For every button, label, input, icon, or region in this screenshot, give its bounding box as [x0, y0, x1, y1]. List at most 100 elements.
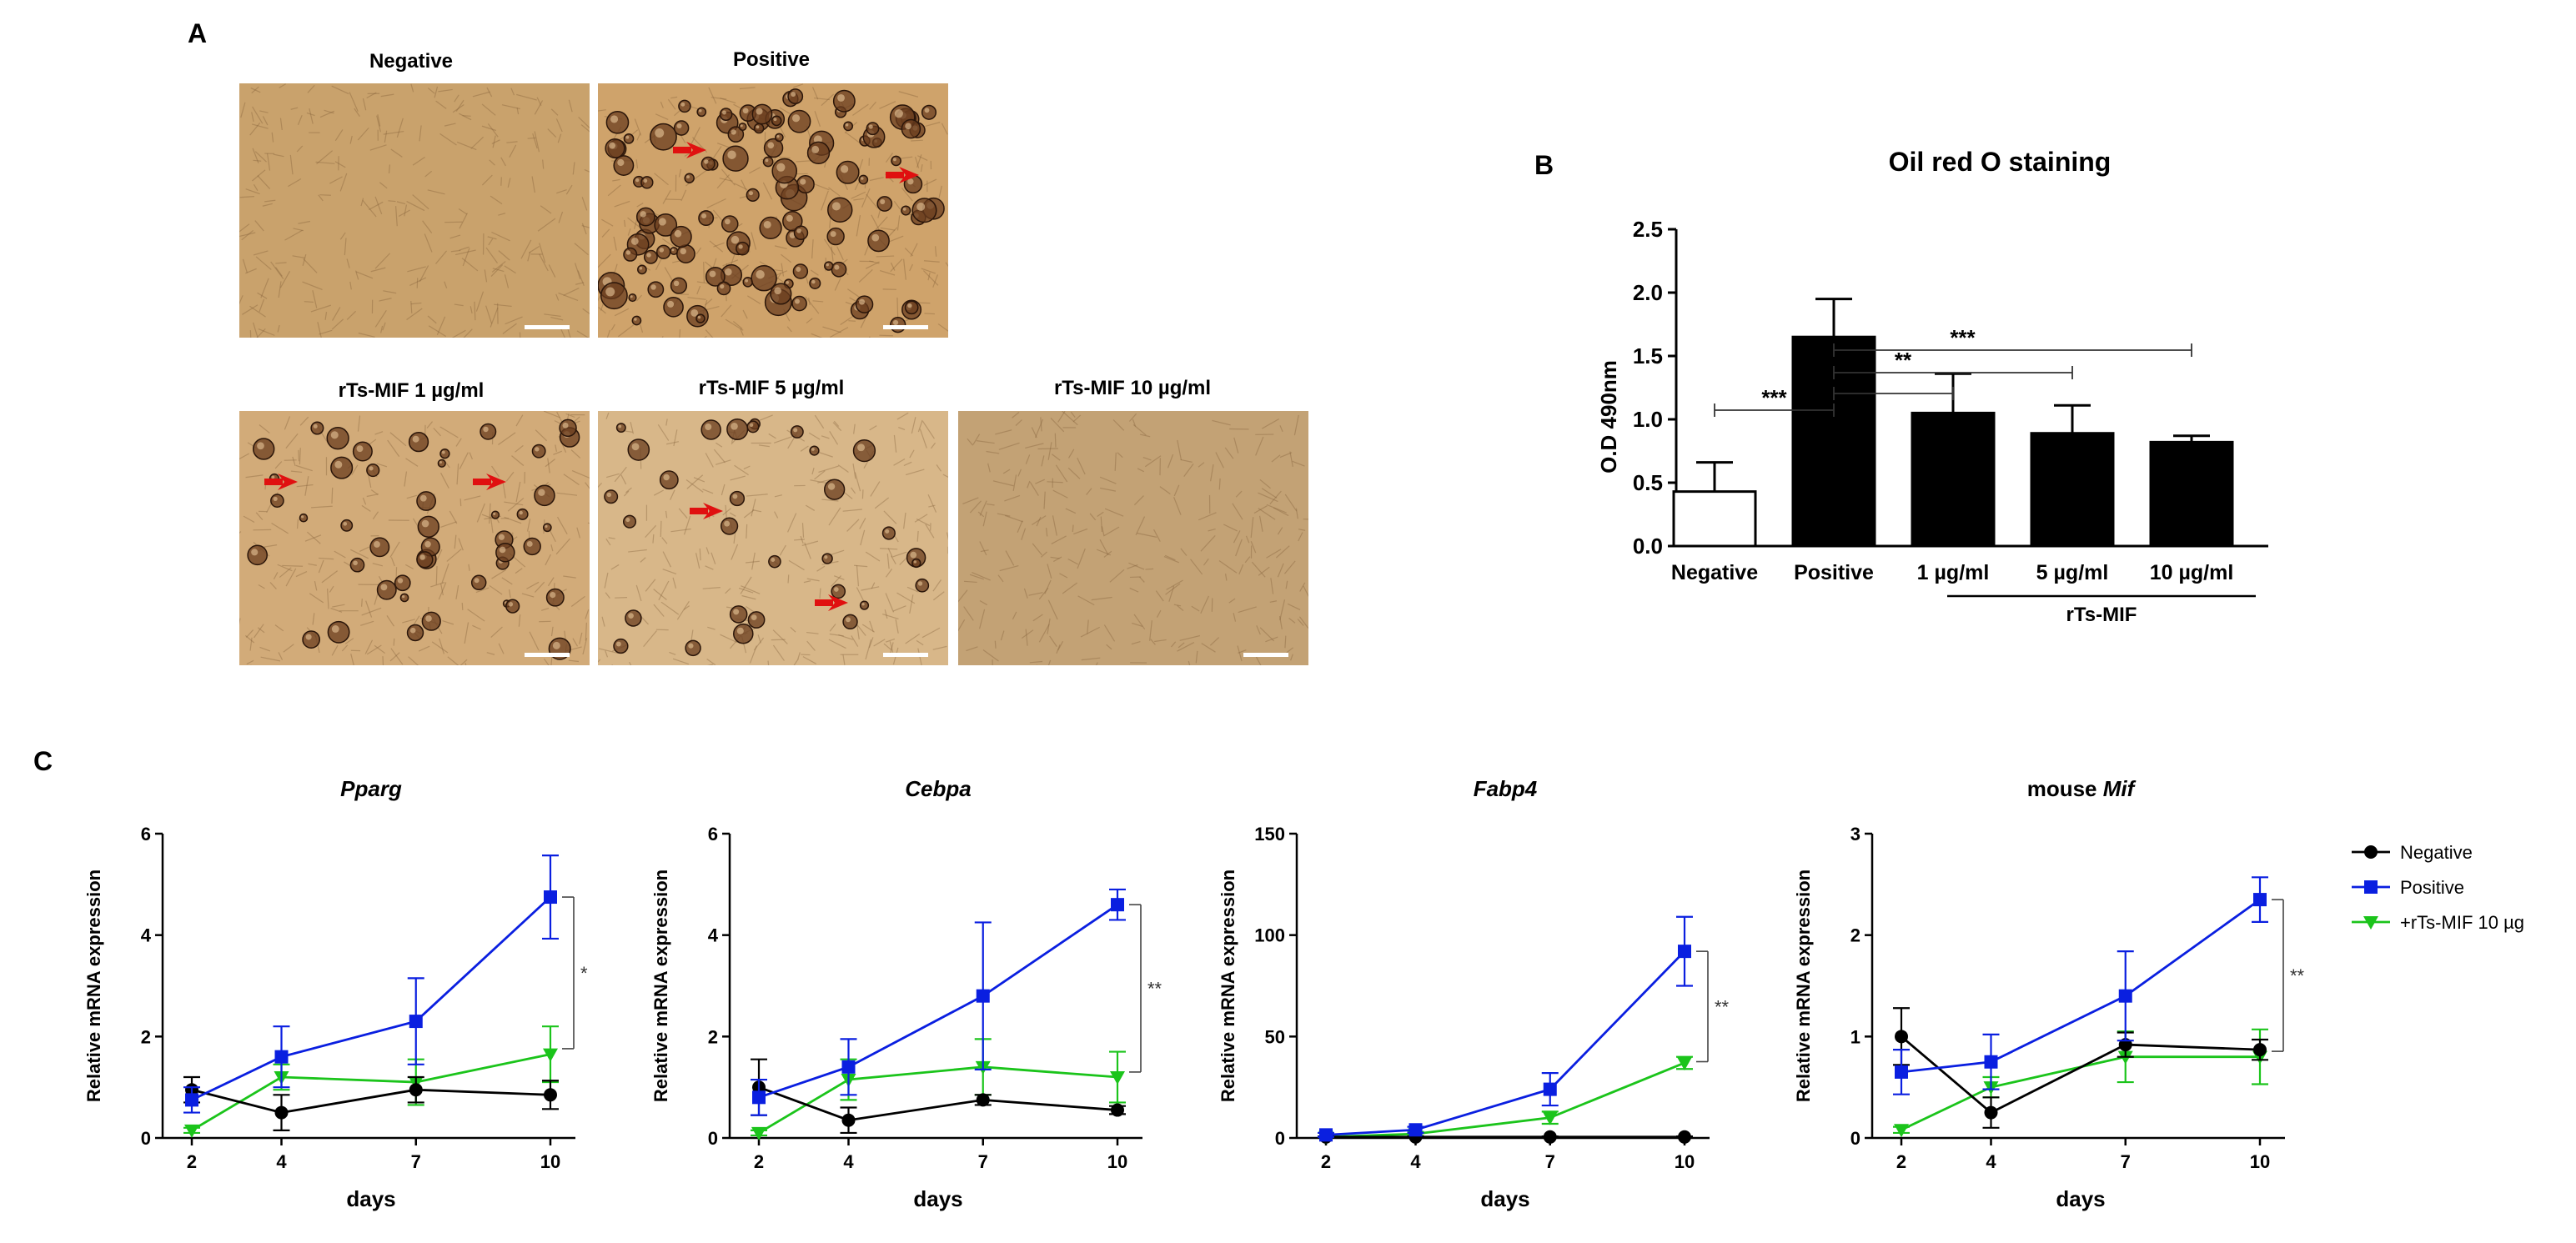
cell-streak — [893, 459, 906, 466]
droplet-highlight — [538, 489, 545, 496]
cell-streak — [969, 500, 982, 514]
x-tick-label: 4 — [276, 1151, 287, 1172]
cell-streak — [260, 656, 281, 662]
panel-label-c: C — [33, 746, 53, 776]
cell-streak — [506, 141, 518, 143]
cell-streak — [802, 656, 817, 664]
cell-streak — [923, 178, 937, 187]
cell-streak — [1100, 516, 1103, 533]
cell-streak — [509, 144, 517, 158]
cell-streak — [932, 591, 945, 601]
cell-streak — [880, 227, 896, 231]
cell-streak — [836, 246, 844, 261]
cell-streak — [245, 629, 254, 638]
droplet-highlight — [885, 529, 890, 534]
cell-streak — [1047, 442, 1052, 460]
lipid-droplet — [605, 111, 630, 134]
cell-streak — [324, 312, 328, 320]
lipid-droplet — [655, 244, 671, 259]
cell-streak — [550, 544, 554, 552]
cell-streak — [278, 652, 284, 660]
cell-streak — [658, 580, 670, 601]
bar — [2149, 440, 2234, 548]
cell-streak — [361, 607, 382, 616]
cell-streak — [556, 492, 578, 496]
cell-streak — [1279, 425, 1283, 433]
cell-streak — [808, 432, 821, 440]
lipid-droplet — [881, 526, 896, 540]
x-tick-label: 2 — [1321, 1151, 1331, 1172]
cell-streak — [1133, 614, 1146, 630]
lipid-droplet — [627, 439, 650, 461]
lipid-droplet — [796, 175, 815, 194]
lipid-droplet — [831, 584, 846, 599]
cell-streak — [904, 248, 914, 257]
y-tick-label: 4 — [141, 925, 152, 946]
cell-streak — [830, 327, 849, 338]
cell-streak — [1286, 647, 1294, 654]
cell-streak — [680, 189, 687, 202]
lipid-droplet — [534, 484, 555, 507]
cell-streak — [390, 648, 404, 665]
cell-streak — [500, 157, 506, 167]
cell-streak — [249, 123, 261, 136]
cell-streak — [705, 298, 713, 306]
cell-streak — [893, 434, 897, 453]
cell-streak — [501, 577, 513, 585]
cell-streak — [412, 156, 425, 166]
lipid-droplet — [394, 574, 411, 592]
cell-streak — [831, 575, 841, 587]
cell-streak — [780, 127, 786, 138]
droplet-highlight — [686, 175, 690, 179]
cell-streak — [279, 271, 291, 288]
series-1 — [1893, 876, 2268, 1095]
cell-streak — [806, 640, 816, 651]
lipid-droplet — [809, 445, 820, 456]
cell-streak — [366, 494, 379, 498]
y-tick-label: 0 — [141, 1128, 151, 1149]
cell-streak — [1223, 524, 1238, 532]
cell-streak — [510, 88, 515, 96]
y-tick-label: 6 — [708, 824, 718, 845]
cell-streak — [665, 419, 668, 426]
cell-streak — [598, 648, 619, 654]
droplet-highlight — [846, 617, 851, 623]
cell-streak — [927, 494, 937, 513]
cell-streak — [941, 123, 948, 135]
x-tick-label: 7 — [411, 1151, 421, 1172]
droplet-highlight — [353, 560, 358, 566]
lipid-droplet — [670, 277, 688, 294]
cell-streak — [742, 309, 748, 319]
red-arrow-shaft — [886, 172, 904, 178]
cell-streak — [1031, 427, 1037, 439]
cell-streak — [534, 581, 545, 593]
cell-streak — [896, 412, 909, 420]
cell-streak — [749, 167, 761, 174]
lipid-droplet — [821, 553, 833, 564]
cell-streak — [655, 113, 669, 120]
cell-streak — [357, 127, 369, 141]
cell-streak — [1015, 419, 1022, 426]
lipid-droplet — [747, 611, 766, 629]
micrograph-background — [958, 411, 1308, 665]
cell-streak — [662, 569, 677, 574]
cell-streak — [800, 445, 809, 452]
cell-streak — [706, 658, 716, 665]
bar-chart-significance: ********* — [1714, 325, 2192, 417]
cell-streak — [885, 638, 896, 643]
lipid-droplet — [247, 544, 268, 566]
droplet-highlight — [831, 202, 841, 211]
cell-streak — [1056, 644, 1061, 654]
cell-streak — [484, 269, 488, 283]
line-chart-fabp4: Fabp4 0 50 100 150 2 4 7 10 days Relative mRNA exp… — [1218, 776, 1730, 1211]
cell-streak — [774, 494, 783, 498]
cell-streak — [341, 644, 349, 652]
red-arrow — [486, 474, 506, 490]
cell-streak — [821, 190, 829, 211]
cell-streak — [1021, 629, 1034, 639]
cell-streak — [962, 497, 979, 505]
cell-streak — [1279, 452, 1293, 459]
cell-streak — [720, 634, 738, 644]
cell-streak — [1027, 480, 1031, 489]
bar — [2030, 432, 2115, 548]
